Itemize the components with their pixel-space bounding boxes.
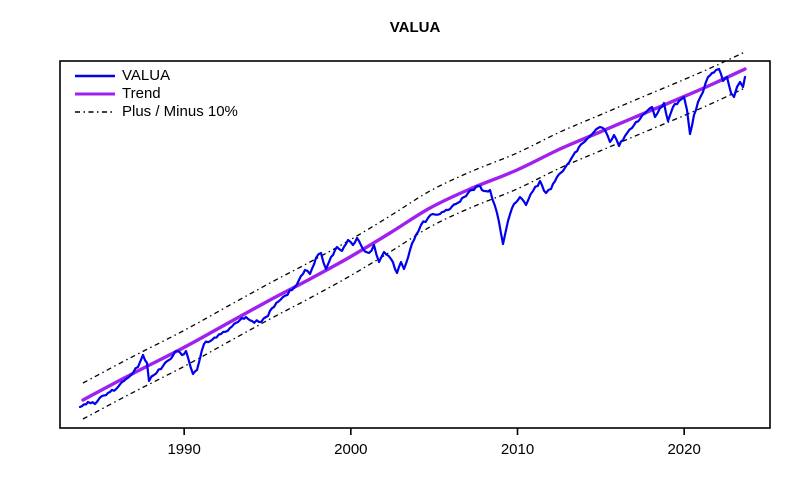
chart-title: VALUA — [389, 19, 441, 36]
valua-line — [78, 67, 747, 409]
legend-line-valua-icon — [75, 74, 115, 78]
legend-label-trend: Trend — [122, 85, 161, 102]
lower-band-line — [82, 87, 746, 420]
legend-item-band: Plus / Minus 10% — [74, 103, 238, 121]
legend-line-trend-icon — [75, 92, 115, 96]
legend-label-valua: VALUA — [122, 67, 171, 84]
plot-border — [59, 60, 771, 429]
x-tick-label: 2010 — [500, 441, 535, 458]
x-tick-label: 2000 — [334, 441, 368, 458]
legend-label-band: Plus / Minus 10% — [122, 103, 238, 120]
upper-band-line — [82, 51, 746, 384]
x-tick-label: 2020 — [667, 441, 701, 458]
x-tick-label: 1990 — [167, 441, 201, 458]
chart-legend: VALUA Trend Plus / Minus 10% — [74, 67, 238, 121]
legend-line-band-icon — [75, 111, 115, 113]
legend-item-trend: Trend — [74, 85, 238, 103]
legend-item-valua: VALUA — [74, 67, 238, 85]
